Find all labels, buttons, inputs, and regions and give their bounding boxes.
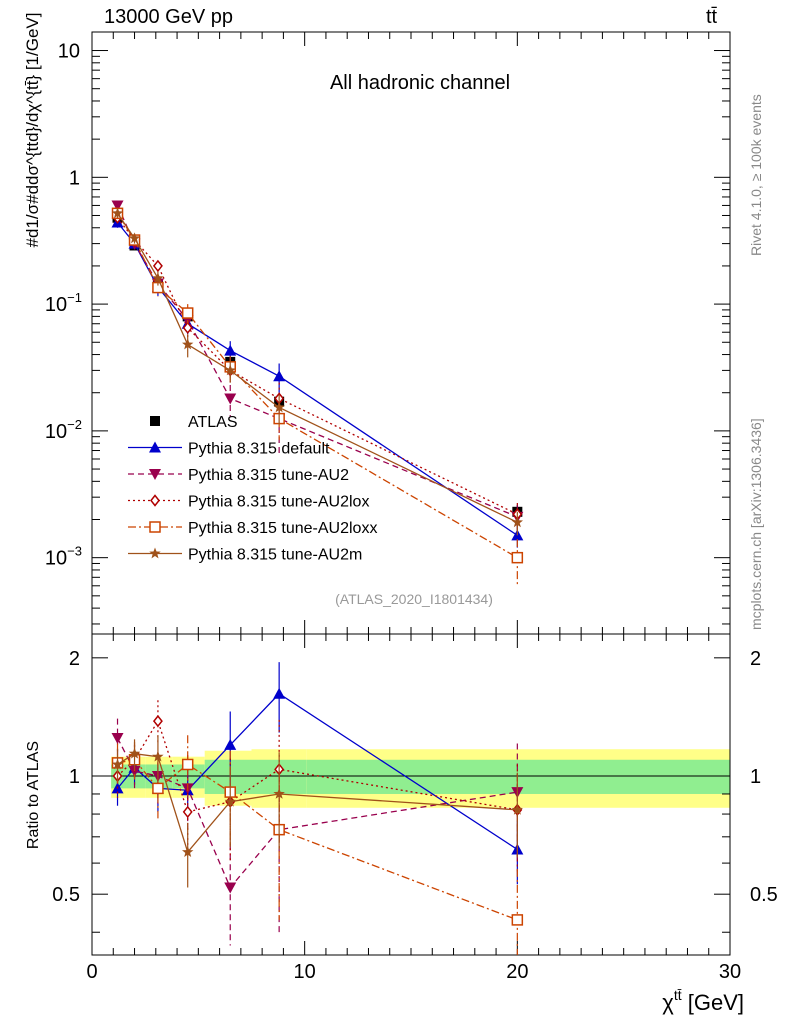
ratio-series-4-point <box>152 750 164 762</box>
legend-label: Pythia 8.315 default <box>188 441 330 458</box>
series-5-point <box>182 338 194 350</box>
x-tick-label: 30 <box>719 961 741 983</box>
ratio-tick-label-right: 2 <box>750 648 761 670</box>
ratio-series-4-point <box>511 803 523 815</box>
ratio-series-3-point <box>181 758 194 771</box>
ratio-series-0-point <box>224 738 237 750</box>
ratio-tick-label-left: 2 <box>69 648 80 670</box>
ratio-series-4-point <box>128 747 141 759</box>
ratio-series-0-point <box>273 687 286 699</box>
y-tick-label: 10 <box>58 41 80 63</box>
series-1-point <box>224 344 237 356</box>
legend-label: ATLAS <box>188 414 238 431</box>
x-tick-label: 0 <box>86 961 97 983</box>
ratio-series-3-point <box>152 782 164 795</box>
series-3-point <box>182 321 193 335</box>
series-4-point <box>181 307 194 319</box>
ratio-series-4-point <box>182 846 194 857</box>
series-1-point <box>273 370 286 382</box>
series-5-point <box>224 364 236 376</box>
series-5-point <box>273 401 285 413</box>
y-tick-label: 10−1 <box>45 290 82 316</box>
ratio-series-4-point <box>111 758 124 770</box>
series-2-point <box>111 200 124 212</box>
legend-label: Pythia 8.315 tune-AU2lox <box>188 494 369 511</box>
legend-label: Pythia 8.315 tune-AU2m <box>188 547 362 564</box>
series-5-point <box>128 232 141 244</box>
legend-label: Pythia 8.315 tune-AU2loxx <box>188 520 377 537</box>
legend-marker <box>150 416 160 426</box>
y-tick-label: 1 <box>69 167 80 189</box>
series-4-point <box>511 551 524 564</box>
series-2-point <box>224 393 237 405</box>
energy-label: 13000 GeV pp <box>104 6 233 28</box>
ratio-series-4-point <box>224 795 236 807</box>
legend-marker <box>149 441 161 453</box>
ratio-tick-label-left: 1 <box>69 766 80 788</box>
x-axis-label: χtt̄ [GeV] <box>662 987 744 1015</box>
legend-marker <box>149 469 161 480</box>
ratio-series-4-point <box>273 788 285 799</box>
y-axis-label: #d1/σ#ddσ^{ttd}/dχ^{tt̄} [1/GeV] <box>23 13 42 248</box>
series-1-line <box>117 222 518 536</box>
y-tick-label: 10−2 <box>45 417 82 443</box>
chart-title: All hadronic channel <box>330 72 510 94</box>
ratio-series-2-point <box>152 714 163 728</box>
x-tick-label: 20 <box>506 961 528 983</box>
series-5-point <box>152 272 164 284</box>
series-3-point <box>152 259 163 273</box>
ratio-series-2-point <box>182 805 193 819</box>
series-5-point <box>111 207 124 219</box>
ratio-series-1-point <box>224 882 237 894</box>
series-5-point <box>511 516 523 528</box>
legend-marker <box>150 494 160 507</box>
legend-label: Pythia 8.315 tune-AU2 <box>188 467 349 484</box>
ratio-axis-label: Ratio to ATLAS <box>25 741 42 849</box>
x-tick-label: 10 <box>294 961 316 983</box>
analysis-id: (ATLAS_2020_I1801434) <box>335 591 493 607</box>
ratio-tick-label-right: 1 <box>750 766 761 788</box>
ratio-tick-label-left: 0.5 <box>52 884 80 906</box>
ratio-tick-label-right: 0.5 <box>750 884 778 906</box>
legend-marker <box>149 521 161 533</box>
ratio-series-1-point <box>111 732 124 744</box>
legend-marker <box>149 547 161 559</box>
ratio-series-3-point <box>511 914 524 926</box>
y-tick-label: 10−3 <box>45 544 82 570</box>
process-label: tt̄ <box>706 6 718 28</box>
